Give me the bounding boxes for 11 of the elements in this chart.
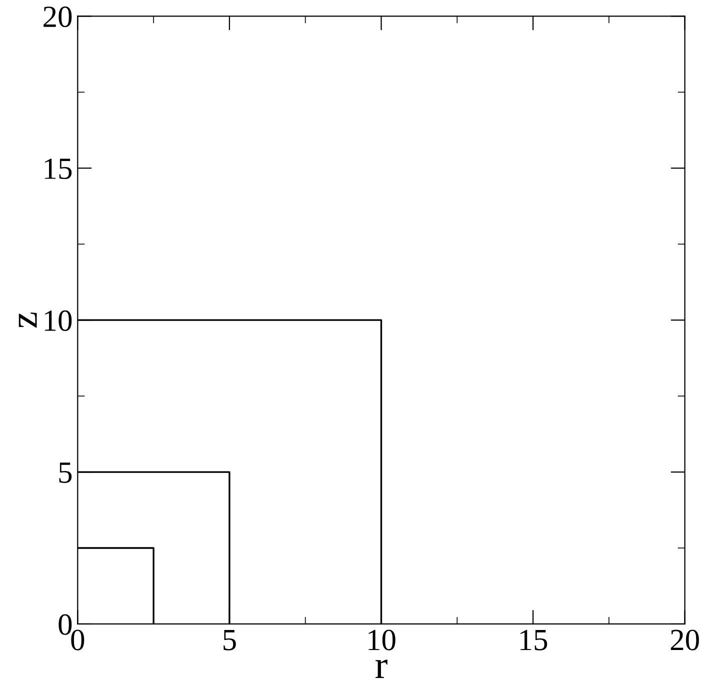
- y-tick-label: 15: [44, 158, 72, 180]
- x-tick-label: 15: [520, 630, 548, 650]
- y-tick-label: 0: [58, 614, 72, 635]
- y-tick-label: 10: [44, 310, 72, 331]
- x-tick-label: 5: [224, 630, 236, 650]
- y-tick-label: 5: [59, 462, 72, 483]
- y-axis-title: z: [18, 312, 37, 328]
- x-tick-label: 10: [368, 630, 396, 650]
- x-axis-title: r: [376, 660, 388, 678]
- x-tick-label: 20: [670, 630, 699, 650]
- y-tick-label: 20: [44, 6, 72, 28]
